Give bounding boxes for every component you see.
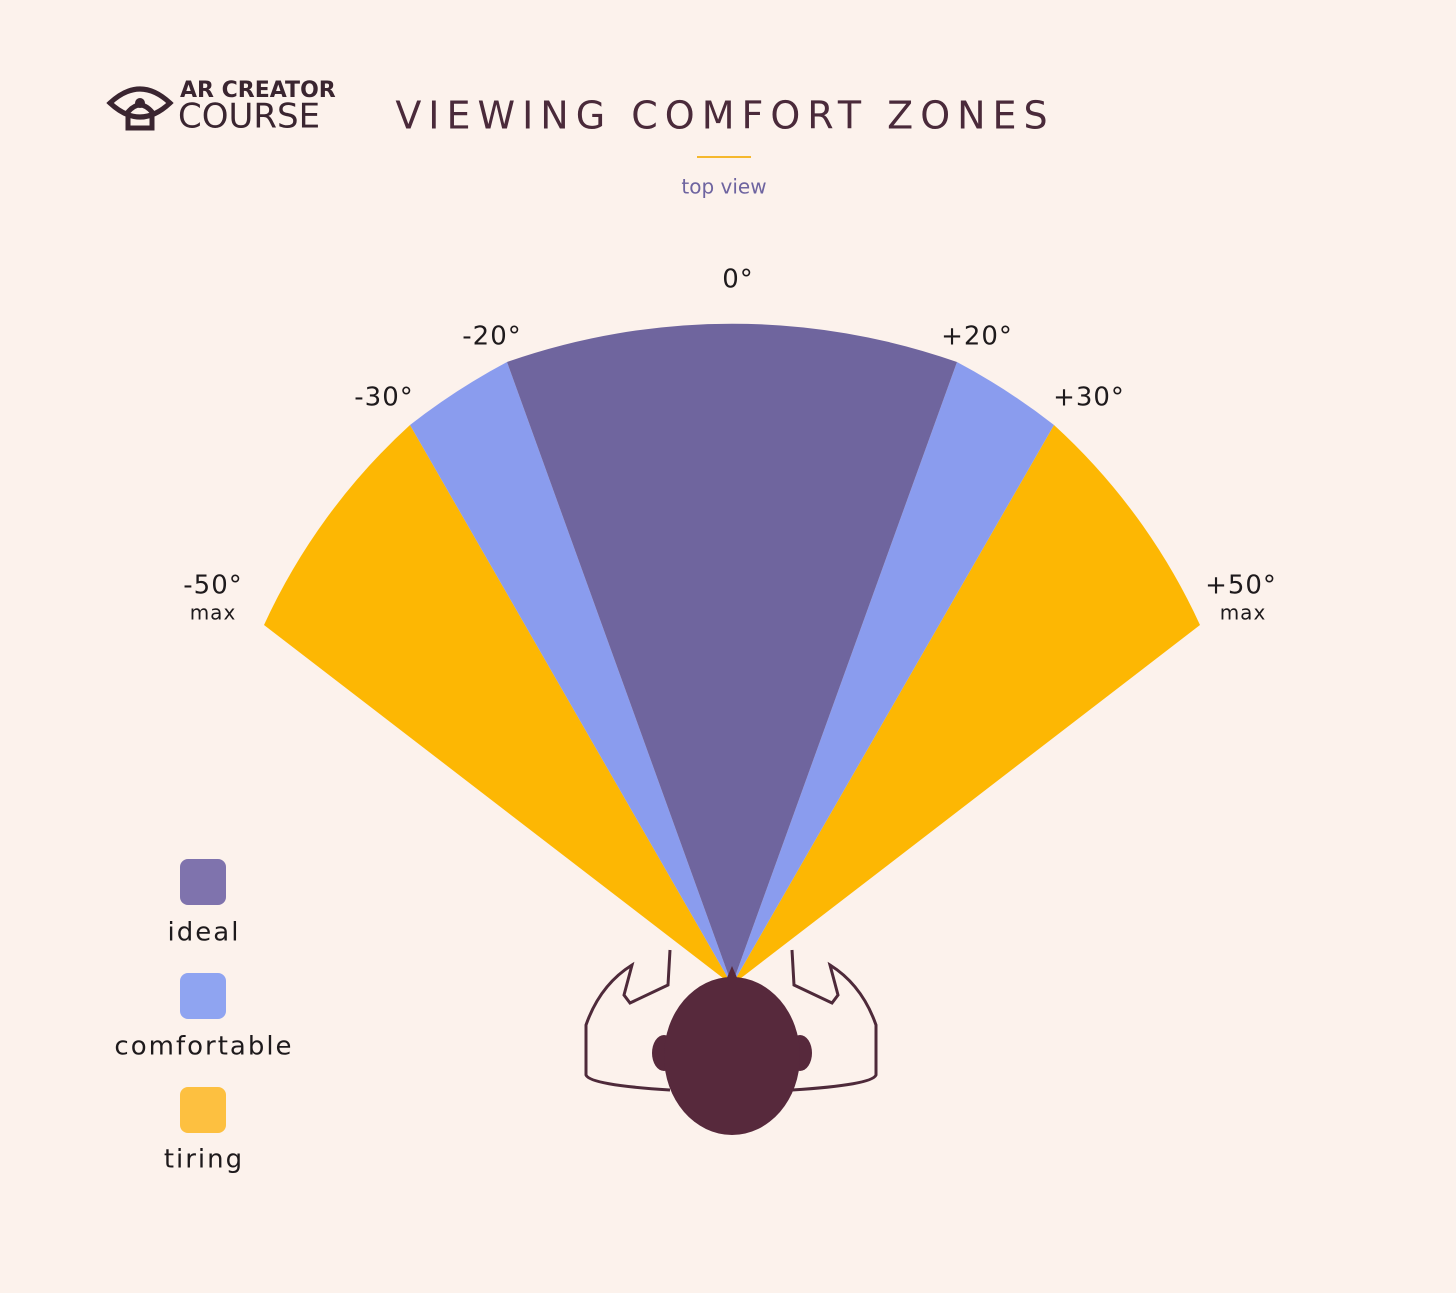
angle-note: max [1220,601,1267,625]
legend-label: tiring [164,1145,244,1175]
logo-line1: AR CREATOR [180,78,336,103]
title: VIEWING COMFORT ZONES [395,94,1054,138]
angle-note: max [190,601,237,625]
legend-swatch [180,973,226,1019]
comfortable-zone [732,362,1054,985]
angle-label: 0° [722,265,754,295]
angle-label: -30° [354,383,413,413]
head [664,977,800,1135]
angle-label: +20° [941,322,1013,352]
ideal-zone [507,323,957,986]
right-arm [790,949,878,1092]
legend-label: comfortable [114,1032,293,1062]
subtitle: top view [681,175,766,199]
comfortable-zone [410,362,732,985]
logo-line2: COURSE [178,97,320,137]
legend-swatch [180,1087,226,1133]
tiring-zone [264,425,732,985]
nose [726,966,738,980]
angle-label: +30° [1053,383,1125,413]
logo: AR CREATOR COURSE [106,78,336,137]
left-arm [584,949,672,1092]
angle-label: -50° [183,571,242,601]
angle-label: +50° [1205,571,1277,601]
legend-label: ideal [168,918,241,948]
tiring-zone [732,425,1200,985]
angle-label: -20° [462,322,521,352]
logo-pupil [135,98,145,108]
person [584,949,878,1092]
legend-swatch [180,859,226,905]
